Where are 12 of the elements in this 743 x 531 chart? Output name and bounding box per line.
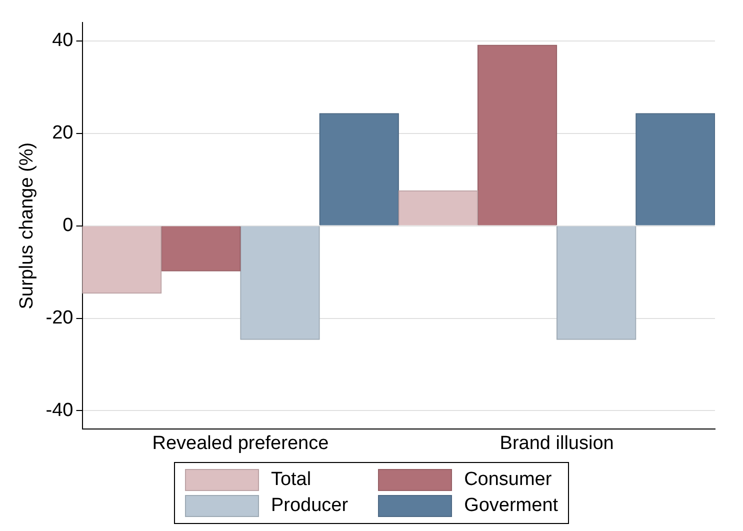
legend-label: Consumer <box>464 469 552 491</box>
x-tick-label: Brand illusion <box>500 432 614 454</box>
x-tick-label: Revealed preference <box>152 432 329 454</box>
legend-label: Producer <box>270 495 348 517</box>
y-tick-label: 0 <box>62 215 74 236</box>
y-tick-label: -40 <box>46 400 74 421</box>
legend-label: Goverment <box>464 495 558 517</box>
legend-label: Total <box>270 469 312 491</box>
y-tick-label: 40 <box>52 30 74 52</box>
y-tick-label: 20 <box>52 122 74 144</box>
y-tick-label: -20 <box>46 307 74 328</box>
y-axis-title: Surplus change (%) <box>16 142 38 310</box>
